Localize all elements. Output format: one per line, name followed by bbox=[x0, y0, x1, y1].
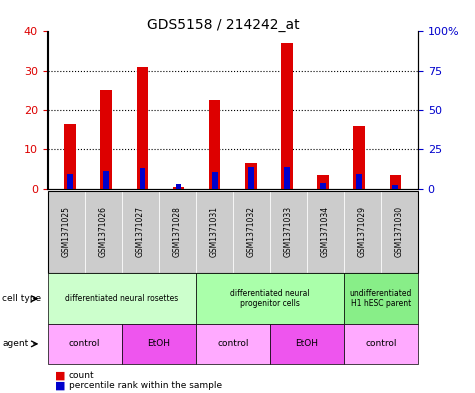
Text: EtOH: EtOH bbox=[147, 340, 170, 348]
Bar bbox=[356, 174, 362, 189]
Text: EtOH: EtOH bbox=[295, 340, 318, 348]
Bar bbox=[64, 124, 76, 189]
Bar bbox=[101, 90, 112, 189]
Bar bbox=[212, 172, 218, 189]
Text: agent: agent bbox=[2, 340, 28, 348]
Bar bbox=[137, 67, 148, 189]
Bar bbox=[353, 126, 365, 189]
Text: count: count bbox=[69, 371, 95, 380]
Text: GSM1371026: GSM1371026 bbox=[99, 206, 107, 257]
Text: GSM1371030: GSM1371030 bbox=[395, 206, 404, 257]
Bar bbox=[281, 43, 293, 189]
Text: control: control bbox=[217, 340, 248, 348]
Text: cell type: cell type bbox=[2, 294, 41, 303]
Bar bbox=[392, 185, 398, 189]
Text: GSM1371025: GSM1371025 bbox=[62, 206, 70, 257]
Bar bbox=[140, 168, 145, 189]
Bar bbox=[176, 184, 181, 189]
Bar bbox=[317, 175, 329, 189]
Text: GSM1371034: GSM1371034 bbox=[321, 206, 330, 257]
Bar bbox=[248, 167, 254, 189]
Bar bbox=[209, 100, 220, 189]
Bar bbox=[104, 171, 109, 189]
Bar bbox=[245, 163, 256, 189]
Text: differentiated neural rosettes: differentiated neural rosettes bbox=[65, 294, 178, 303]
Text: GSM1371028: GSM1371028 bbox=[173, 206, 181, 257]
Bar bbox=[173, 187, 184, 189]
Text: GSM1371029: GSM1371029 bbox=[358, 206, 367, 257]
Text: control: control bbox=[365, 340, 397, 348]
Text: control: control bbox=[69, 340, 100, 348]
Text: GSM1371027: GSM1371027 bbox=[136, 206, 144, 257]
Bar bbox=[284, 167, 290, 189]
Bar bbox=[390, 175, 401, 189]
Bar bbox=[67, 174, 73, 189]
Text: GSM1371032: GSM1371032 bbox=[247, 206, 256, 257]
Text: differentiated neural
progenitor cells: differentiated neural progenitor cells bbox=[230, 289, 310, 309]
Text: GDS5158 / 214242_at: GDS5158 / 214242_at bbox=[147, 18, 300, 32]
Text: percentile rank within the sample: percentile rank within the sample bbox=[69, 382, 222, 390]
Text: GSM1371031: GSM1371031 bbox=[210, 206, 218, 257]
Bar bbox=[320, 183, 326, 189]
Text: GSM1371033: GSM1371033 bbox=[284, 206, 293, 257]
Text: ■: ■ bbox=[55, 371, 65, 381]
Text: undifferentiated
H1 hESC parent: undifferentiated H1 hESC parent bbox=[350, 289, 412, 309]
Text: ■: ■ bbox=[55, 381, 65, 391]
